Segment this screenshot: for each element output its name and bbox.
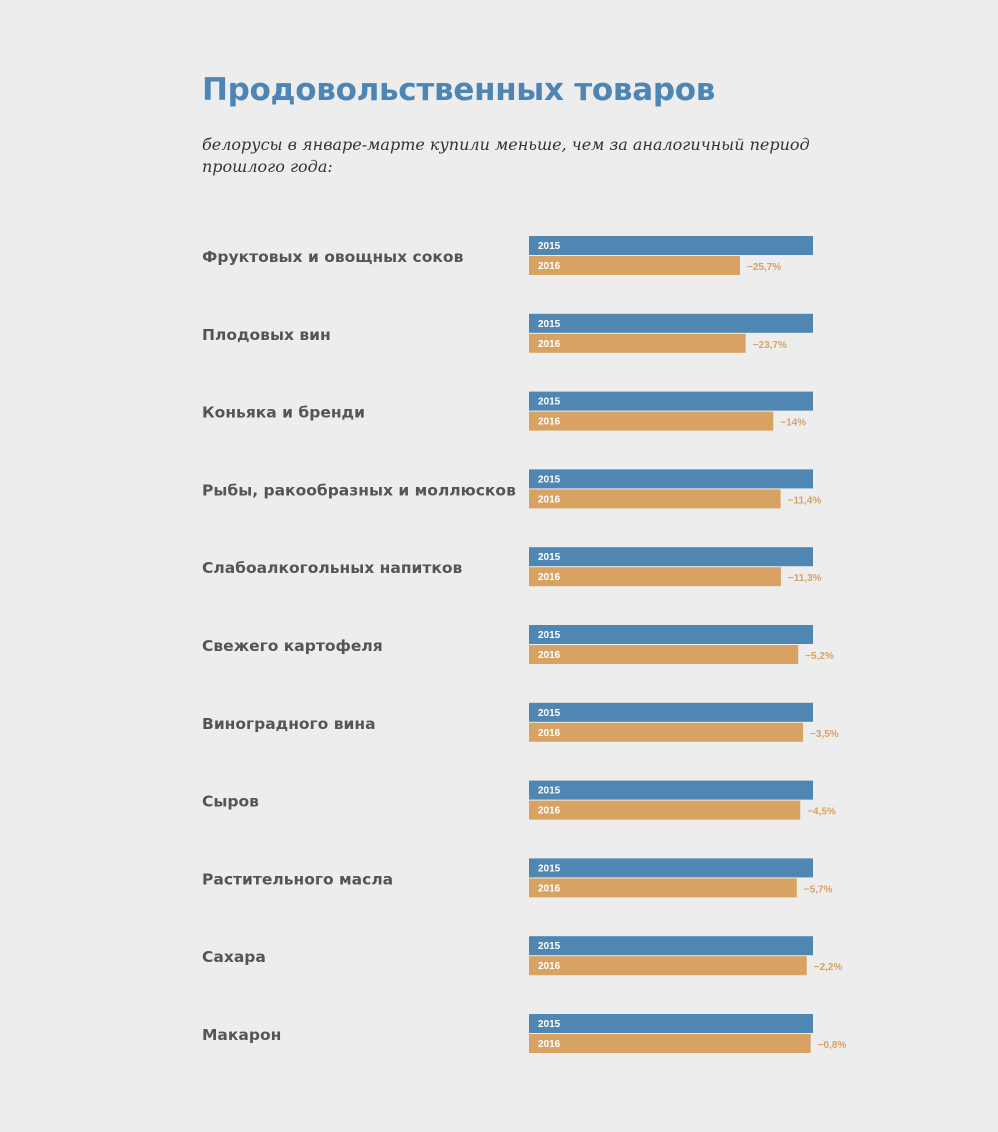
- bar-2016-label: 2016: [538, 728, 561, 739]
- category-label: Коньяка и бренди: [202, 404, 365, 422]
- category-label: Виноградного вина: [202, 715, 376, 733]
- bar-2016-label: 2016: [538, 494, 561, 505]
- bar-2015-label: 2015: [538, 241, 561, 252]
- bar-2015: [529, 313, 813, 333]
- category-label: Плодовых вин: [202, 326, 331, 344]
- bar-2015: [529, 547, 813, 567]
- category-label: Рыбы, ракообразных и моллюсков: [202, 481, 516, 499]
- category-label: Сахара: [202, 948, 266, 966]
- bar-2015-label: 2015: [538, 786, 561, 797]
- category-label: Фруктовых и овощных соков: [202, 248, 464, 266]
- bar-2016: [529, 878, 797, 898]
- bar-2016-label: 2016: [538, 883, 561, 894]
- bar-2015-label: 2015: [538, 319, 561, 330]
- change-label: −3,5%: [810, 729, 839, 740]
- category-label: Растительного масла: [202, 870, 393, 888]
- bar-2015-label: 2015: [538, 708, 561, 719]
- change-label: −5,7%: [804, 884, 833, 895]
- change-label: −0,8%: [818, 1040, 847, 1051]
- bar-2016-label: 2016: [538, 339, 561, 350]
- bar-2016: [529, 411, 774, 431]
- change-label: −11,4%: [788, 495, 822, 506]
- bar-2015: [529, 936, 813, 956]
- bar-2016-label: 2016: [538, 806, 561, 817]
- bar-2016: [529, 956, 807, 976]
- bar-2016: [529, 256, 741, 275]
- bar-2016: [529, 333, 746, 353]
- bar-2016: [529, 1034, 811, 1053]
- bar-2016-label: 2016: [538, 261, 561, 272]
- bar-2015: [529, 469, 813, 489]
- bar-2016-label: 2016: [538, 572, 561, 583]
- change-label: −25,7%: [747, 262, 781, 273]
- category-label: Слабоалкогольных напитков: [202, 559, 463, 577]
- bar-2015: [529, 236, 813, 255]
- change-label: −23,7%: [753, 340, 787, 351]
- bar-2015: [529, 625, 813, 644]
- bar-2015: [529, 702, 813, 722]
- category-label: Макарон: [202, 1026, 281, 1044]
- bar-2015: [529, 1014, 813, 1033]
- chart-subtitle: белорусы в январе-марте купили меньше, ч…: [202, 135, 810, 176]
- bar-2015-label: 2015: [538, 397, 561, 408]
- bar-2015-label: 2015: [538, 630, 561, 641]
- bar-2016: [529, 489, 781, 509]
- category-label: Сыров: [202, 793, 259, 811]
- bar-2015: [529, 858, 813, 878]
- bar-2015: [529, 391, 813, 411]
- bar-2015-label: 2015: [538, 1019, 561, 1030]
- bar-2015-label: 2015: [538, 474, 561, 485]
- bar-2016: [529, 722, 804, 742]
- bar-2016: [529, 800, 801, 820]
- change-label: −2,2%: [814, 962, 843, 973]
- bar-2016: [529, 645, 799, 664]
- category-label: Свежего картофеля: [202, 637, 383, 655]
- bar-2016-label: 2016: [538, 961, 561, 972]
- bar-2016-label: 2016: [538, 417, 561, 428]
- change-label: −4,5%: [807, 807, 836, 818]
- bar-2016: [529, 567, 781, 587]
- bar-2015-label: 2015: [538, 863, 561, 874]
- change-label: −14%: [780, 418, 806, 429]
- bar-2015-label: 2015: [538, 941, 561, 952]
- bar-2016-label: 2016: [538, 650, 561, 661]
- change-label: −11,3%: [788, 573, 822, 584]
- change-label: −5,2%: [805, 651, 834, 662]
- bar-2015: [529, 780, 813, 800]
- bar-2016-label: 2016: [538, 1039, 561, 1050]
- bar-2015-label: 2015: [538, 552, 561, 563]
- chart-title: Продовольственных товаров: [202, 72, 716, 108]
